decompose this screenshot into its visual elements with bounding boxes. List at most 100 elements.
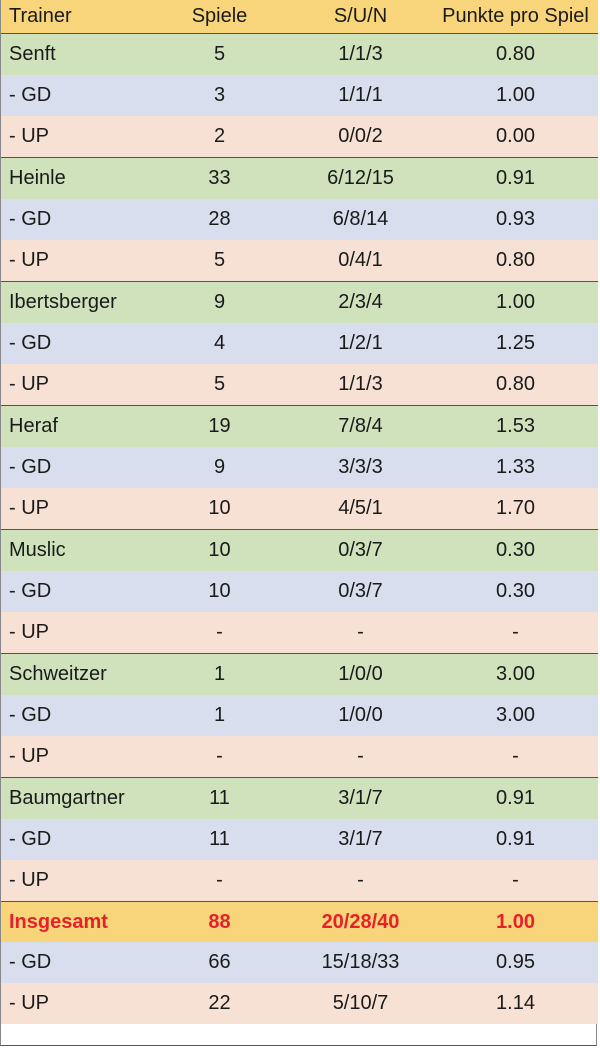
games-count: 10 (208, 580, 231, 602)
games-count: 11 (209, 828, 230, 850)
gd-label: - GD (9, 828, 52, 850)
points-per-game: 1.53 (433, 405, 598, 447)
gd-row: - GD 1 1/0/0 3.00 (1, 695, 598, 736)
games-count: 1 (213, 704, 226, 726)
points-per-game: 3.00 (496, 704, 535, 726)
up-row: - UP 2 0/0/2 0.00 (1, 116, 598, 158)
up-row: - UP - - - (1, 736, 598, 778)
win-draw-loss: 6/12/15 (288, 157, 433, 199)
win-draw-loss: 3/3/3 (338, 456, 383, 478)
up-label: - UP (9, 497, 49, 519)
trainer-row: Heinle 33 6/12/15 0.91 (1, 157, 598, 199)
games-count: 10 (151, 529, 288, 571)
up-row: - UP 5 0/4/1 0.80 (1, 240, 598, 282)
win-draw-loss: 4/5/1 (338, 497, 383, 519)
points-per-game: 0.91 (433, 777, 598, 819)
points-per-game: 3.00 (433, 653, 598, 695)
total-games-count: 88 (151, 901, 288, 942)
header-punkte-pro-spiel: Punkte pro Spiel (442, 5, 589, 27)
points-per-game: 0.80 (496, 249, 535, 271)
games-count: 1 (151, 653, 288, 695)
points-per-game: 0.80 (496, 373, 535, 395)
trainer-stats-table: Trainer Spiele S/U/N Punkte pro Spiel Se… (1, 0, 598, 1024)
points-per-game: - (512, 745, 519, 767)
points-per-game: 1.00 (496, 84, 535, 106)
games-count: 19 (151, 405, 288, 447)
header-spiele: Spiele (191, 5, 248, 27)
gd-label: - GD (9, 580, 52, 602)
up-row: - UP 5 1/1/3 0.80 (1, 364, 598, 406)
up-label: - UP (9, 125, 49, 147)
up-label: - UP (9, 869, 49, 891)
games-count: - (216, 621, 223, 643)
up-label: - UP (9, 992, 49, 1014)
points-per-game: 1.14 (496, 992, 535, 1014)
win-draw-loss: 3/1/7 (288, 777, 433, 819)
up-label: - UP (9, 373, 49, 395)
gd-row: - GD 28 6/8/14 0.93 (1, 199, 598, 240)
gd-row: - GD 4 1/2/1 1.25 (1, 323, 598, 364)
games-count: 10 (208, 497, 231, 519)
win-draw-loss: - (357, 869, 364, 891)
total-points-per-game: 1.00 (433, 901, 598, 942)
trainer-row: Schweitzer 1 1/0/0 3.00 (1, 653, 598, 695)
points-per-game: 0.80 (433, 33, 598, 75)
win-draw-loss: 15/18/33 (321, 951, 400, 973)
trainer-name: Heinle (1, 157, 151, 199)
trainer-name: Heraf (1, 405, 151, 447)
up-label: - UP (9, 621, 49, 643)
up-row: - UP 10 4/5/1 1.70 (1, 488, 598, 530)
table-header-row: Trainer Spiele S/U/N Punkte pro Spiel (1, 0, 598, 34)
win-draw-loss: 1/0/0 (338, 704, 383, 726)
games-count: 9 (213, 456, 226, 478)
gd-label: - GD (9, 456, 52, 478)
win-draw-loss: 0/4/1 (338, 249, 383, 271)
trainer-name: Ibertsberger (1, 281, 151, 323)
games-count: 3 (213, 84, 226, 106)
trainer-name: Schweitzer (1, 653, 151, 695)
trainer-row: Baumgartner 11 3/1/7 0.91 (1, 777, 598, 819)
games-count: 33 (151, 157, 288, 199)
up-row: - UP 22 5/10/7 1.14 (1, 983, 598, 1024)
points-per-game: 0.00 (496, 125, 535, 147)
trainer-name: Baumgartner (1, 777, 151, 819)
games-count: - (216, 869, 223, 891)
gd-label: - GD (9, 84, 52, 106)
gd-row: - GD 66 15/18/33 0.95 (1, 942, 598, 983)
win-draw-loss: 1/1/3 (288, 33, 433, 75)
points-per-game: 0.30 (433, 529, 598, 571)
points-per-game: 1.33 (496, 456, 535, 478)
points-per-game: 1.25 (496, 332, 535, 354)
points-per-game: 1.70 (496, 497, 535, 519)
points-per-game: 0.95 (496, 951, 535, 973)
gd-row: - GD 10 0/3/7 0.30 (1, 571, 598, 612)
games-count: 2 (213, 125, 226, 147)
up-label: - UP (9, 249, 49, 271)
points-per-game: 0.93 (496, 208, 535, 230)
games-count: 5 (213, 249, 226, 271)
games-count: 11 (151, 777, 288, 819)
win-draw-loss: 0/0/2 (338, 125, 383, 147)
trainer-name: Senft (1, 33, 151, 75)
points-per-game: 0.30 (496, 580, 535, 602)
games-count: 22 (208, 992, 231, 1014)
win-draw-loss: 6/8/14 (332, 208, 389, 230)
win-draw-loss: 1/2/1 (338, 332, 383, 354)
points-per-game: - (512, 621, 519, 643)
header-sun: S/U/N (333, 5, 388, 27)
games-count: 28 (208, 208, 231, 230)
gd-label: - GD (9, 332, 52, 354)
points-per-game: - (512, 869, 519, 891)
total-win-draw-loss: 20/28/40 (288, 901, 433, 942)
win-draw-loss: 7/8/4 (288, 405, 433, 447)
gd-label: - GD (9, 951, 52, 973)
trainer-name: Muslic (1, 529, 151, 571)
trainer-row: Heraf 19 7/8/4 1.53 (1, 405, 598, 447)
win-draw-loss: - (357, 745, 364, 767)
total-label: Insgesamt (1, 901, 151, 942)
header-trainer: Trainer (9, 5, 72, 27)
points-per-game: 1.00 (433, 281, 598, 323)
games-count: - (216, 745, 223, 767)
gd-row: - GD 11 3/1/7 0.91 (1, 819, 598, 860)
